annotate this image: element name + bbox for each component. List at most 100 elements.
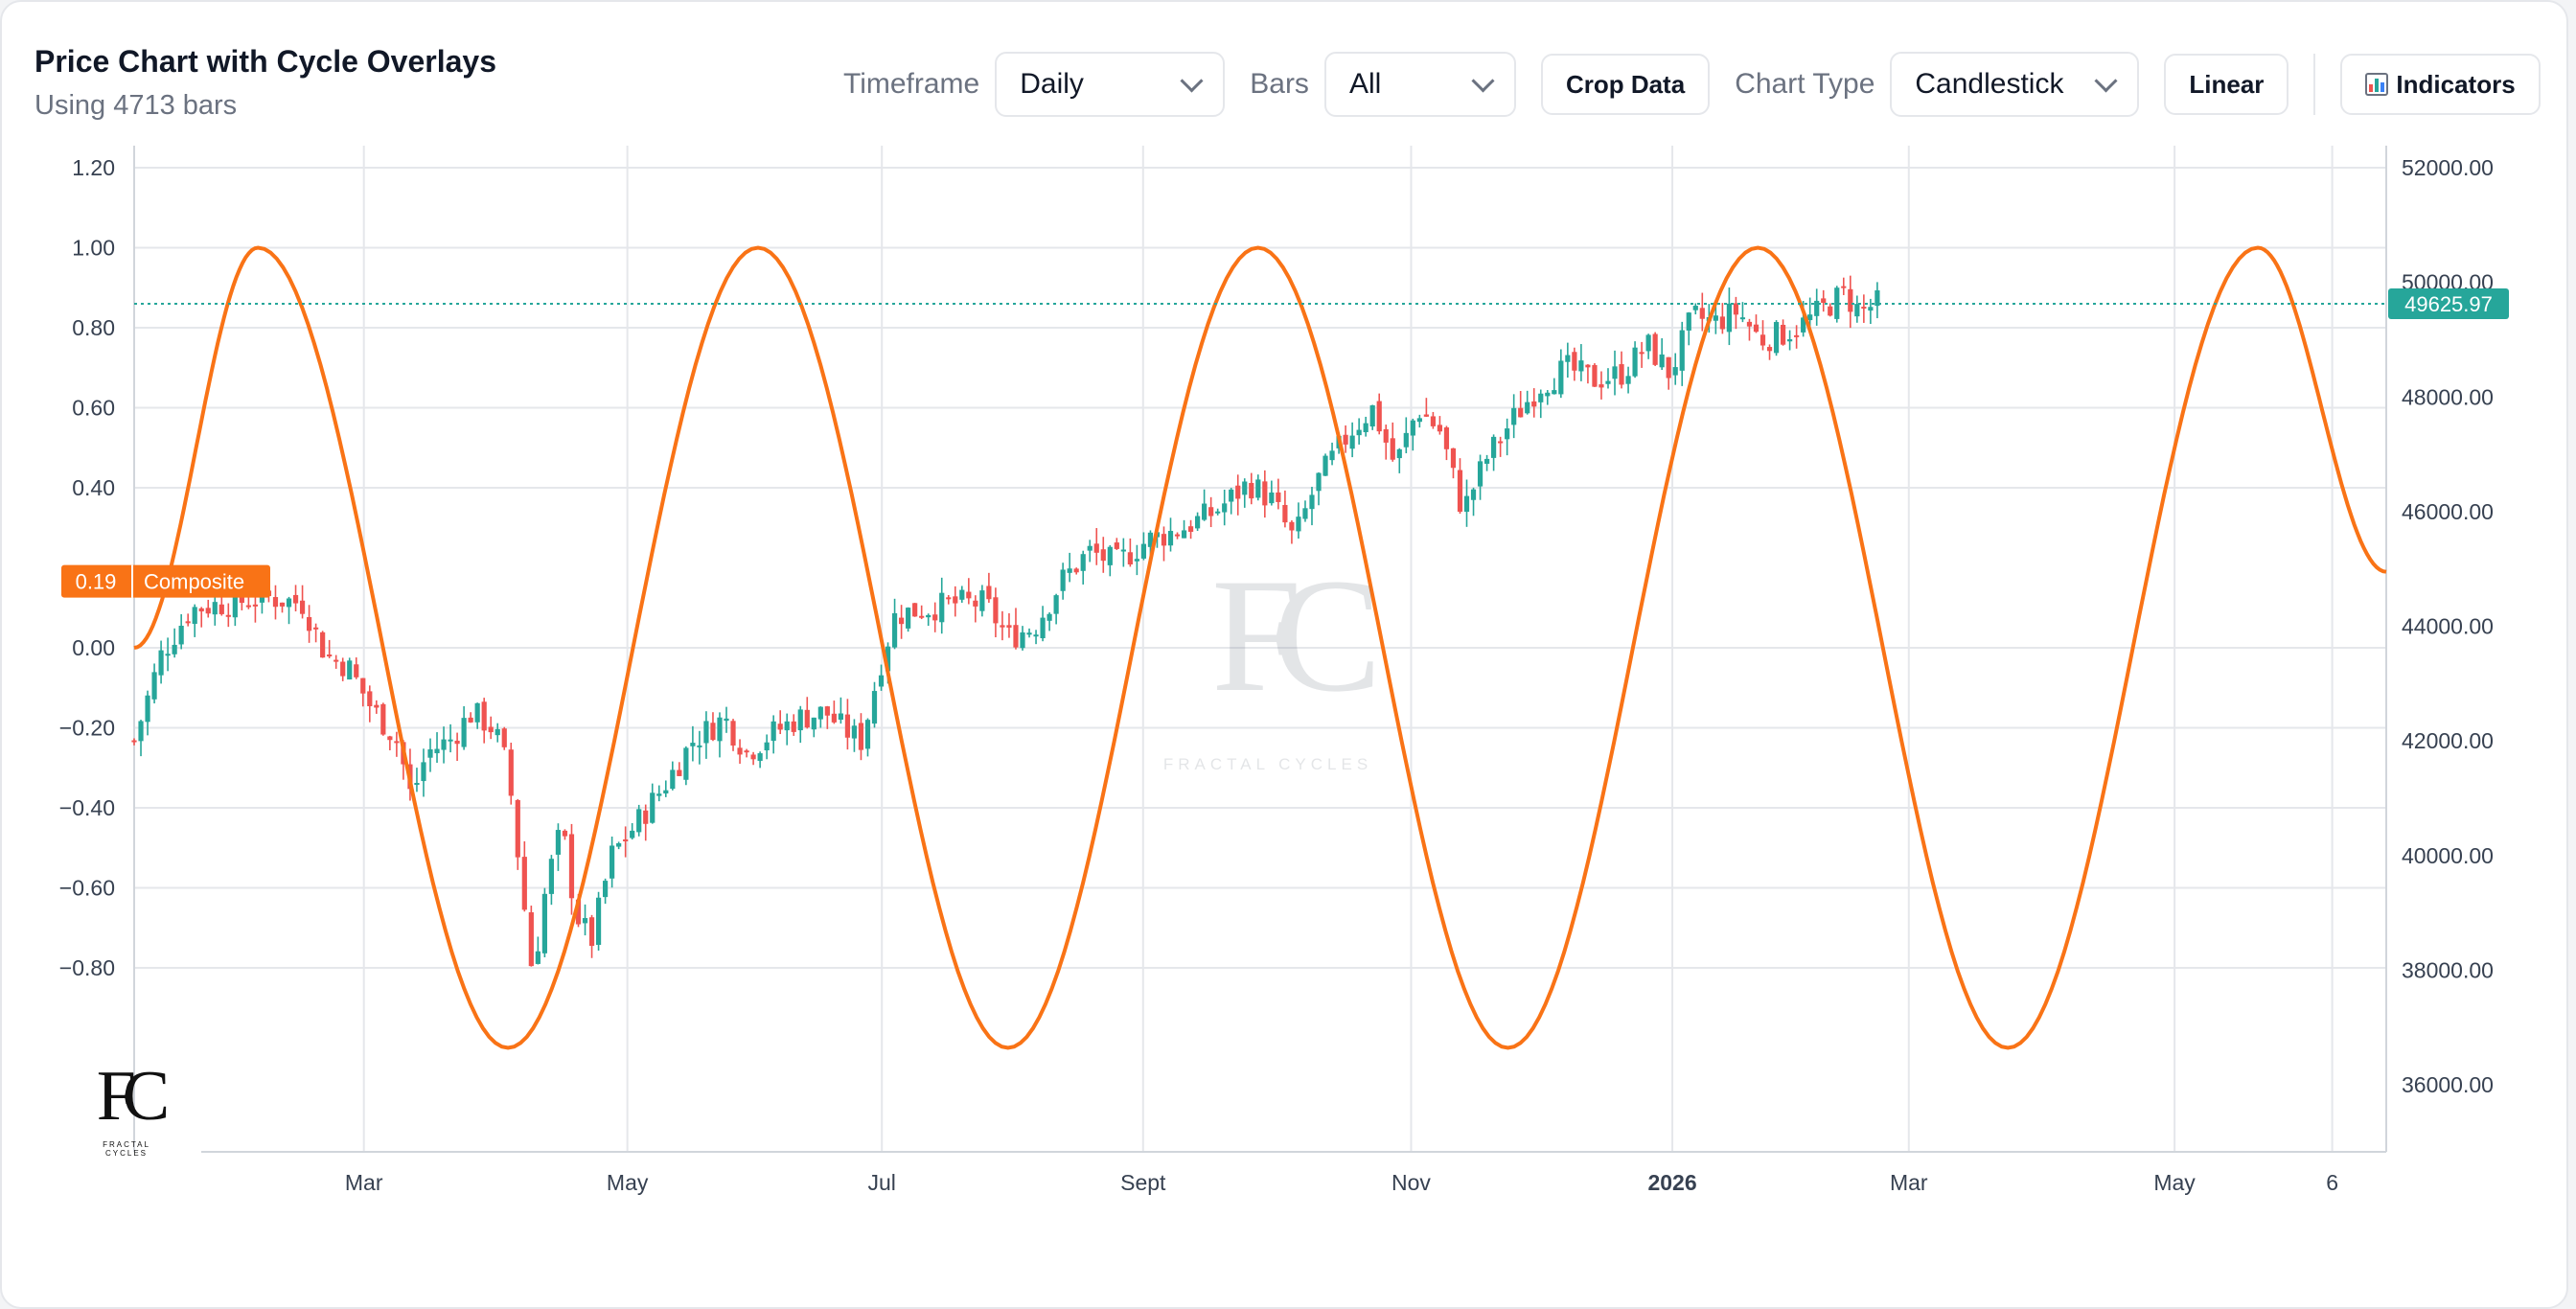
candle	[1780, 319, 1786, 346]
candle-body	[1552, 390, 1557, 395]
candle-body	[1269, 492, 1275, 504]
candle-body	[1120, 549, 1126, 552]
candle-body	[1343, 434, 1348, 445]
candle-body	[979, 590, 985, 611]
chart-type-label: Chart Type	[1735, 68, 1875, 100]
grid-lines	[134, 146, 2386, 1152]
bars-select[interactable]: All	[1323, 52, 1516, 117]
candle-body	[138, 721, 144, 742]
candle	[1470, 487, 1477, 517]
candle-body	[252, 604, 259, 607]
candle	[1585, 364, 1591, 384]
candle	[313, 623, 319, 643]
candle-body	[1854, 304, 1860, 317]
candle-body	[1753, 324, 1760, 333]
candle-body	[1053, 595, 1059, 614]
candle-body	[1659, 354, 1665, 368]
timeframe-select[interactable]: Daily	[995, 52, 1226, 117]
timeframe-label: Timeframe	[843, 68, 980, 100]
candle-body	[1746, 321, 1753, 327]
candle	[320, 631, 326, 658]
candle-body	[334, 659, 339, 662]
crop-data-button[interactable]: Crop Data	[1540, 54, 1711, 115]
candle-body	[192, 607, 197, 625]
candle	[367, 685, 373, 723]
composite-value-label: 0.19	[76, 570, 117, 594]
candle	[643, 804, 649, 841]
candle	[1033, 630, 1039, 645]
candle-body	[1040, 617, 1046, 639]
indicators-button[interactable]: Indicators	[2340, 54, 2541, 115]
candle-body	[588, 917, 595, 947]
candle	[1289, 520, 1295, 544]
logo-mark: FC	[96, 1057, 171, 1136]
toolbar-divider	[2313, 54, 2316, 115]
candle-body	[528, 912, 534, 967]
candle	[1505, 418, 1510, 456]
candle	[636, 804, 642, 837]
candle-body	[1403, 432, 1409, 448]
candle	[1679, 321, 1685, 386]
candle	[1861, 294, 1867, 323]
candle-body	[279, 602, 286, 607]
candle	[1450, 448, 1457, 479]
candle	[360, 677, 366, 707]
candle	[1787, 330, 1793, 351]
candle	[959, 586, 965, 603]
candle-body	[1127, 552, 1133, 565]
candle	[421, 748, 426, 797]
candle-body	[313, 627, 319, 630]
bars-value: All	[1348, 68, 1382, 100]
candle	[919, 605, 925, 620]
candle-body	[1652, 333, 1658, 365]
candle	[1140, 532, 1147, 561]
candle-body	[804, 709, 810, 728]
candle	[205, 599, 211, 618]
candle	[710, 712, 716, 742]
candle-body	[1491, 436, 1497, 458]
candle	[508, 742, 514, 805]
candle	[1773, 320, 1780, 356]
candle	[737, 739, 743, 764]
x-axis-tick-label: May	[607, 1170, 649, 1195]
candle-body	[1848, 288, 1853, 312]
candle-body	[421, 762, 426, 782]
right-axis-tick-label: 36000.00	[2402, 1072, 2494, 1097]
candle-body	[501, 728, 507, 747]
candle	[717, 712, 723, 758]
x-axis-tick-label: Sept	[1120, 1170, 1166, 1195]
watermark: FC FRACTAL CYCLES	[1163, 554, 1382, 774]
candle	[858, 713, 864, 761]
candle-body	[1645, 334, 1651, 352]
candle-body	[1572, 352, 1577, 371]
candle-body	[380, 703, 386, 735]
candle-body	[791, 721, 796, 732]
candle-body	[548, 859, 555, 894]
candle	[347, 657, 353, 680]
candle	[555, 823, 562, 871]
last-price-label: 49625.97	[2404, 292, 2493, 316]
candle	[1565, 342, 1571, 379]
left-axis-tick-label: 0.40	[72, 475, 115, 500]
candle	[1726, 287, 1732, 346]
right-axis-tick-label: 38000.00	[2402, 957, 2494, 982]
candle	[1733, 296, 1739, 330]
candle-body	[1787, 339, 1793, 342]
candle	[1369, 404, 1375, 430]
candle-body	[891, 612, 898, 648]
candle	[1739, 302, 1746, 323]
scale-toggle-button[interactable]: Linear	[2164, 54, 2289, 115]
candle-body	[494, 728, 500, 736]
candle	[1498, 436, 1504, 457]
chart-type-select[interactable]: Candlestick	[1890, 52, 2140, 117]
candle-body	[1249, 482, 1254, 499]
candle	[1363, 416, 1368, 437]
chart-toolbar: Timeframe Daily Bars All Crop Data Chart…	[843, 50, 2541, 119]
candle	[1296, 502, 1301, 540]
candle-body	[1760, 334, 1766, 346]
candle-body	[1235, 485, 1241, 499]
candle	[461, 705, 467, 750]
candle-body	[535, 951, 540, 964]
candle-body	[1396, 448, 1402, 459]
